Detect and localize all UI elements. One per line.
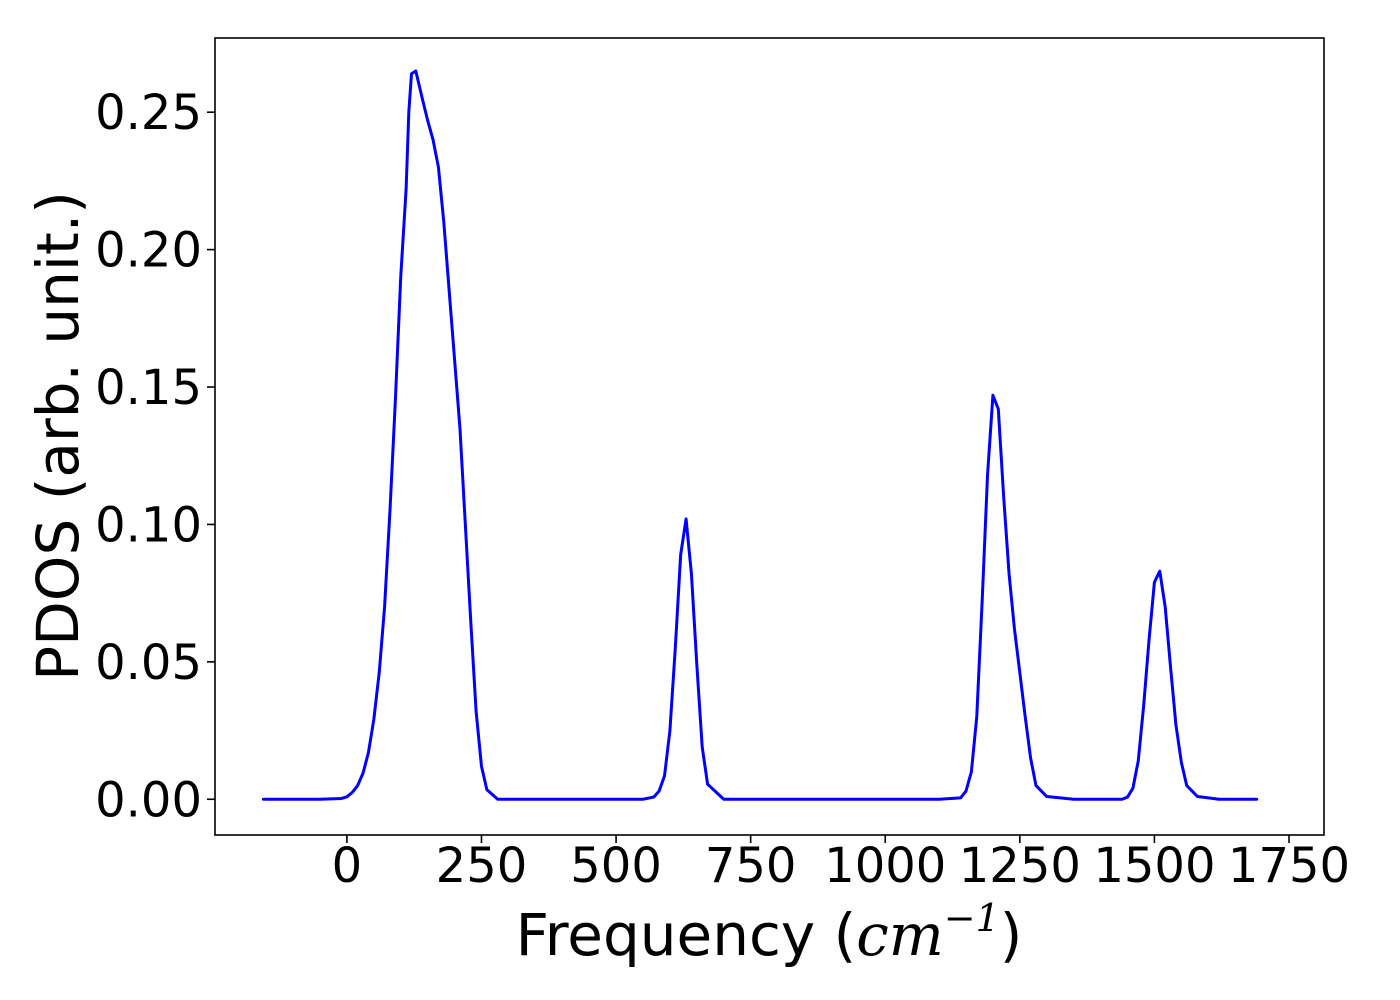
x-tick-label: 1000 <box>824 838 946 894</box>
y-tick-label: 0.05 <box>95 635 202 691</box>
plot-layer <box>261 69 1259 801</box>
x-tick-label: 500 <box>570 838 662 894</box>
y-axis-ticks: 0.00 0.05 0.10 0.15 0.20 0.25 <box>95 85 215 828</box>
x-tick-label: 1750 <box>1228 838 1350 894</box>
y-tick-label: 0.00 <box>95 772 202 828</box>
x-axis-unit-base: cm <box>856 901 943 969</box>
x-tick-label: 0 <box>332 838 363 894</box>
x-tick-label: 250 <box>436 838 528 894</box>
x-axis-label-prefix: Frequency ( <box>516 901 857 969</box>
y-axis-label: PDOS (arb. unit.) <box>24 191 92 681</box>
y-tick-label: 0.25 <box>95 85 202 141</box>
x-tick-label: 1500 <box>1093 838 1215 894</box>
y-tick-label: 0.15 <box>95 360 202 416</box>
x-axis-ticks: 0 250 500 750 1000 1250 1500 1750 <box>332 835 1350 894</box>
x-tick-label: 750 <box>705 838 797 894</box>
pdos-series-line <box>261 69 1259 801</box>
y-tick-label: 0.10 <box>95 497 202 553</box>
x-axis-label-suffix: ) <box>1000 901 1023 969</box>
plot-frame <box>214 37 1325 836</box>
x-axis-label: Frequency (cm−1) <box>516 896 1023 969</box>
x-tick-label: 1250 <box>959 838 1081 894</box>
x-axis-unit-exponent: −1 <box>944 896 1000 940</box>
y-tick-label: 0.20 <box>95 223 202 279</box>
